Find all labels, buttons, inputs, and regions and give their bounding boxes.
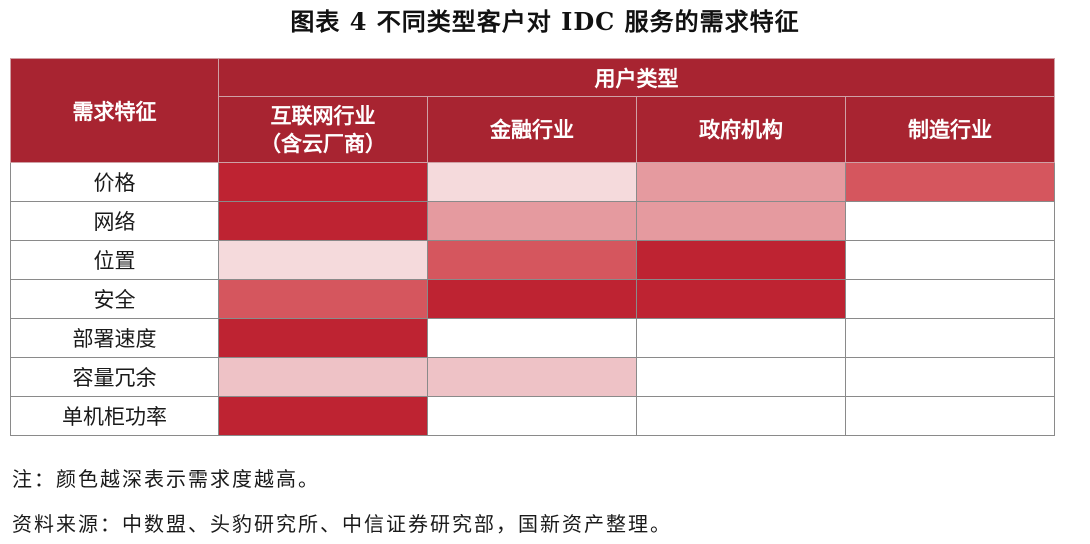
row-label: 安全 — [10, 279, 219, 319]
heat-cell — [218, 318, 428, 358]
column-header-internet: 互联网行业 （含云厂商） — [218, 96, 428, 163]
heat-cell — [845, 396, 1055, 436]
heat-cell — [636, 279, 846, 319]
heat-cell — [636, 318, 846, 358]
group-header-user-type: 用户类型 — [218, 58, 1055, 97]
row-label: 位置 — [10, 240, 219, 280]
chart-title: 图表 4 不同类型客户对 IDC 服务的需求特征 — [290, 7, 800, 36]
heat-cell — [427, 279, 637, 319]
heat-cell — [427, 396, 637, 436]
heat-cell — [427, 240, 637, 280]
heat-cell — [636, 357, 846, 397]
heat-cell — [427, 162, 637, 202]
note-text: 注：颜色越深表示需求度越高。 — [12, 467, 320, 491]
column-header-finance: 金融行业 — [427, 96, 637, 163]
table-row: 单机柜功率 — [10, 396, 1055, 436]
heat-cell — [218, 357, 428, 397]
heat-cell — [636, 396, 846, 436]
table-row: 网络 — [10, 201, 1055, 241]
row-label: 容量冗余 — [10, 357, 219, 397]
heat-cell — [636, 240, 846, 280]
heat-cell — [636, 201, 846, 241]
row-label: 价格 — [10, 162, 219, 202]
heat-cell — [218, 201, 428, 241]
table-row: 价格 — [10, 162, 1055, 202]
heat-cell — [636, 162, 846, 202]
heat-cell — [218, 162, 428, 202]
row-label: 网络 — [10, 201, 219, 241]
heat-cell — [427, 318, 637, 358]
heat-cell — [845, 162, 1055, 202]
demand-heatmap-table: 需求特征 用户类型 互联网行业 （含云厂商） 金融行业 政府机构 制造行业 价格… — [10, 58, 1055, 436]
row-label: 单机柜功率 — [10, 396, 219, 436]
row-label: 部署速度 — [10, 318, 219, 358]
column-header-manufacturing: 制造行业 — [845, 96, 1055, 163]
heat-cell — [845, 201, 1055, 241]
table-row: 安全 — [10, 279, 1055, 319]
heat-cell — [845, 279, 1055, 319]
heat-cell — [427, 357, 637, 397]
heat-cell — [218, 396, 428, 436]
table-row: 容量冗余 — [10, 357, 1055, 397]
column-header-government: 政府机构 — [636, 96, 846, 163]
table-row: 部署速度 — [10, 318, 1055, 358]
heat-cell — [845, 318, 1055, 358]
heat-cell — [218, 240, 428, 280]
heat-cell — [845, 240, 1055, 280]
row-header-demand-feature: 需求特征 — [10, 58, 219, 163]
heat-cell — [427, 201, 637, 241]
heat-cell — [218, 279, 428, 319]
table-row: 位置 — [10, 240, 1055, 280]
heat-cell — [845, 357, 1055, 397]
source-text: 资料来源：中数盟、头豹研究所、中信证券研究部，国新资产整理。 — [12, 512, 672, 536]
